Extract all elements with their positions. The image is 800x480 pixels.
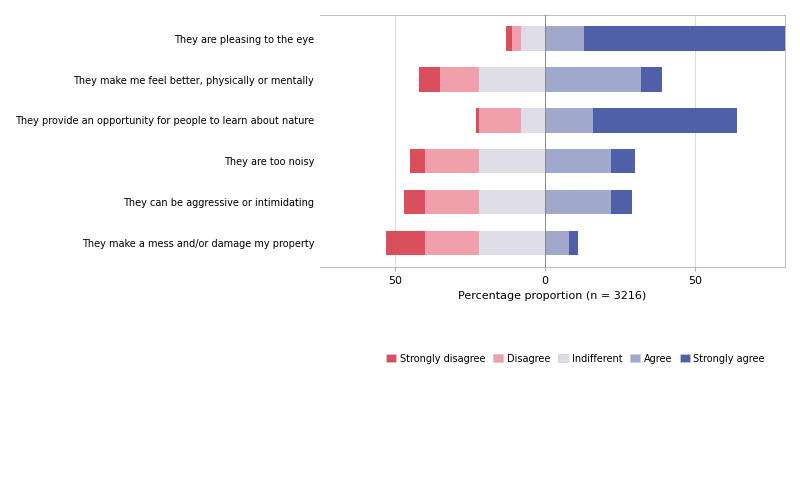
Bar	[545, 26, 584, 51]
Bar	[521, 26, 545, 51]
Bar	[478, 149, 545, 173]
Bar	[478, 231, 545, 255]
Bar	[569, 231, 578, 255]
Bar	[404, 190, 425, 215]
Bar	[545, 149, 611, 173]
Bar	[478, 190, 545, 215]
Bar	[506, 26, 512, 51]
Bar	[476, 108, 478, 132]
Bar	[545, 67, 641, 92]
Bar	[593, 108, 737, 132]
Bar	[545, 231, 569, 255]
X-axis label: Percentage proportion (n = 3216): Percentage proportion (n = 3216)	[458, 291, 646, 301]
Bar	[418, 67, 440, 92]
Legend: Strongly disagree, Disagree, Indifferent, Agree, Strongly agree: Strongly disagree, Disagree, Indifferent…	[382, 349, 769, 368]
Bar	[611, 149, 635, 173]
Bar	[545, 190, 611, 215]
Bar	[545, 108, 593, 132]
Bar	[410, 149, 425, 173]
Bar	[425, 149, 478, 173]
Bar	[641, 67, 662, 92]
Bar	[521, 108, 545, 132]
Bar	[440, 67, 478, 92]
Bar	[425, 190, 478, 215]
Bar	[425, 231, 478, 255]
Bar	[611, 190, 632, 215]
Bar	[386, 231, 425, 255]
Bar	[584, 26, 785, 51]
Bar	[512, 26, 521, 51]
Bar	[478, 108, 521, 132]
Bar	[478, 67, 545, 92]
